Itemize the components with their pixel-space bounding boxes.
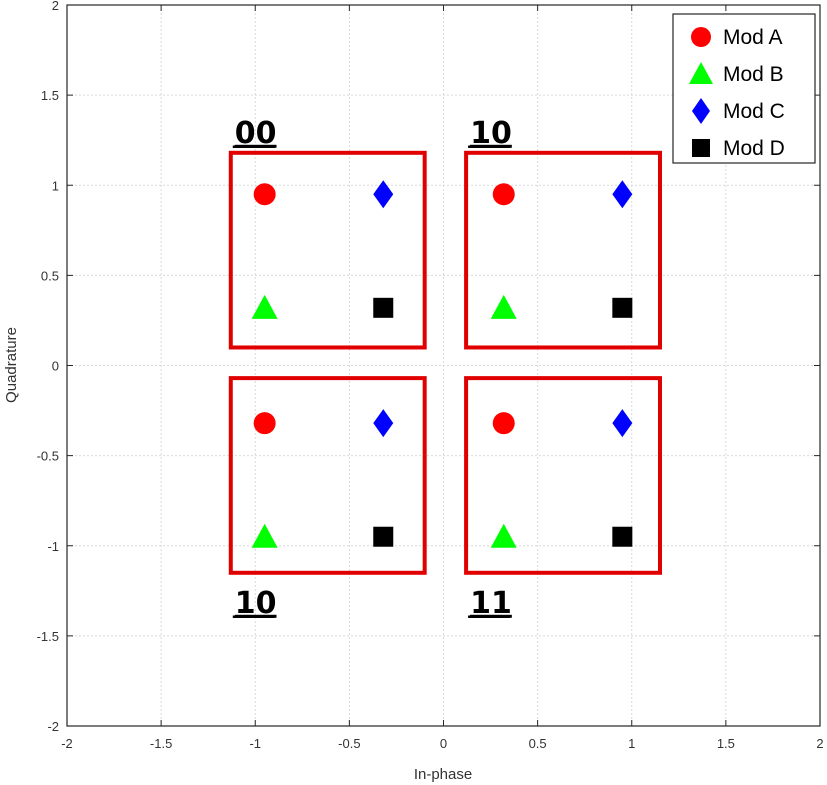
y-tick-label: -1.5 [37,629,59,644]
mod-b-point [490,294,517,319]
x-tick-label: 0.5 [529,736,547,751]
y-tick-label: -1 [47,539,59,554]
legend-label-mod-d: Mod D [723,137,785,160]
mod-d-point [612,297,633,318]
y-tick-label: 0 [52,359,59,374]
group-label: 11 [470,586,512,621]
group-box [464,376,662,575]
x-tick-label: -1.5 [150,736,172,751]
group-box [228,376,427,575]
group-label: 10 [470,116,512,151]
mod-c-point [612,409,633,438]
y-tick-label: -2 [47,719,59,734]
legend-label-mod-a: Mod A [723,26,783,49]
mod-a-point [253,183,276,206]
group-box [228,150,427,350]
y-tick-label: -0.5 [37,449,59,464]
mod-a-point [492,183,515,206]
y-axis-label: Quadrature [3,327,20,403]
x-tick-label: 0 [440,736,447,751]
x-tick-label: 1 [628,736,635,751]
mod-a-point [492,412,515,435]
x-tick-label: -1 [249,736,261,751]
x-tick-label: 2 [816,736,823,751]
legend-marker-mod-c [692,98,710,124]
mod-d-point [373,297,394,318]
group-label: 10 [235,586,277,621]
y-tick-label: 2 [52,0,59,13]
mod-a-point [253,412,276,435]
y-tick-label: 1 [52,178,59,193]
mod-d-point [373,526,394,547]
mod-c-point [373,409,394,438]
legend-label-mod-c: Mod C [723,100,785,123]
mod-c-point [612,180,633,209]
x-tick-label: -0.5 [338,736,360,751]
tick-labels: -2 -1.5 -1 -0.5 0 0.5 1 1.5 2 2 1.5 1 0.5 0 -0.5 -1 -1.5… [37,0,824,751]
legend-marker-mod-d [692,139,710,157]
x-tick-label: 1.5 [717,736,735,751]
data-points [251,180,633,548]
x-axis-label: In-phase [414,766,472,783]
mod-c-point [373,180,394,209]
plot-frame [66,4,821,727]
legend-marker-mod-b [689,62,713,84]
y-tick-label: 1.5 [41,88,59,103]
x-tick-label: -2 [61,736,73,751]
mod-d-point [612,526,633,547]
y-tick-label: 0.5 [41,268,59,283]
legend: Mod A Mod B Mod C Mod D [672,13,816,164]
group-label: 00 [235,116,277,151]
legend-marker-mod-a [691,27,711,47]
mod-b-point [251,294,278,319]
mod-b-point [490,523,517,548]
group-boxes: 00 10 10 11 [228,116,662,621]
mod-b-point [251,523,278,548]
legend-label-mod-b: Mod B [723,63,784,86]
group-box [464,150,662,350]
